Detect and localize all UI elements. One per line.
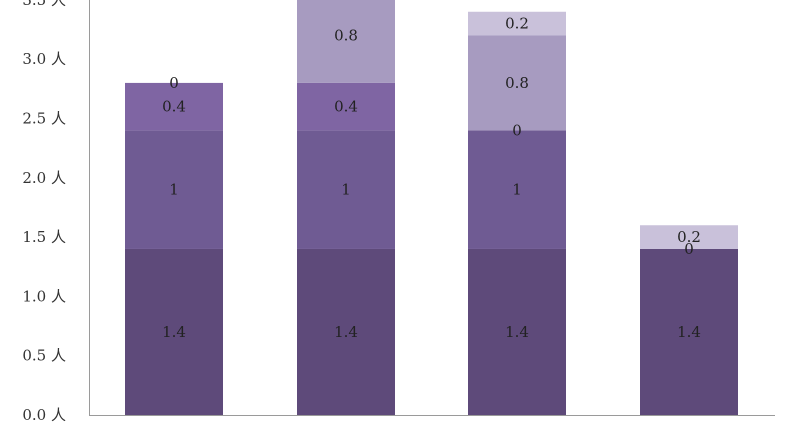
bar-segment xyxy=(640,248,738,415)
data-label: 1 xyxy=(169,181,179,199)
data-label: 1.4 xyxy=(677,323,701,341)
bar-segment xyxy=(297,82,395,131)
y-tick-label: 1.5 人 xyxy=(22,228,66,246)
bars xyxy=(125,0,738,415)
data-label: 1 xyxy=(512,181,522,199)
bar-segment xyxy=(468,248,566,415)
bar-segment xyxy=(297,0,395,83)
y-tick-label: 3.5 人 xyxy=(22,0,66,9)
data-label: 0 xyxy=(169,74,179,92)
y-tick-label: 0.5 人 xyxy=(22,347,66,365)
data-label: 1.4 xyxy=(334,323,358,341)
bar-segment xyxy=(297,130,395,249)
bar-segment xyxy=(125,82,223,131)
data-label: 0.8 xyxy=(334,26,358,44)
bar-segment xyxy=(468,35,566,131)
data-label: 0 xyxy=(684,240,694,258)
data-label: 1 xyxy=(341,181,351,199)
bar-segment xyxy=(640,225,738,249)
bar-segment xyxy=(468,130,566,249)
data-label: 0.8 xyxy=(505,74,529,92)
data-label: 0.4 xyxy=(162,98,186,116)
y-tick-label: 3.0 人 xyxy=(22,50,66,68)
bar-segment xyxy=(468,11,566,36)
y-tick-label: 2.0 人 xyxy=(22,169,66,187)
y-tick-label: 0.0 人 xyxy=(22,406,66,424)
data-label: 1.4 xyxy=(162,323,186,341)
data-label: 0.4 xyxy=(334,98,358,116)
y-axis: 0.0 人 0.5 人 1.0 人 1.5 人 2.0 人 2.5 人 3.0 人 3.5 人 xyxy=(22,0,66,424)
data-label: 1.4 xyxy=(505,323,529,341)
data-label: 0.2 xyxy=(677,228,701,246)
data-label: 0 xyxy=(512,121,522,139)
y-tick-label: 1.0 人 xyxy=(22,287,66,305)
data-label: 0.2 xyxy=(505,15,529,33)
bar-segment xyxy=(125,248,223,415)
bar-segment xyxy=(125,130,223,249)
bar-segment xyxy=(297,248,395,415)
y-tick-label: 2.5 人 xyxy=(22,110,66,128)
